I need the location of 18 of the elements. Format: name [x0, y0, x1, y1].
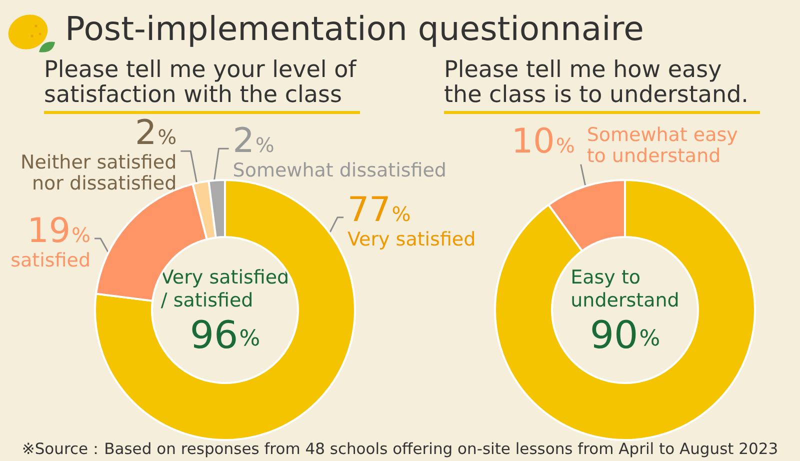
chart-subtitle: Please tell me how easy the class is to understand. [444, 57, 760, 114]
data-label: 77% [347, 190, 411, 230]
slice-label: Somewhat easy to understand [586, 124, 738, 167]
data-label: 2% [232, 121, 274, 162]
chart-title: Post-implementation questionnaire [65, 9, 644, 48]
data-label: 90% [590, 313, 660, 357]
data-label: 2% [135, 113, 177, 154]
text: 96% [190, 313, 260, 357]
slice-label: satisfied [10, 250, 91, 272]
slice-label: Very satisfied [347, 228, 476, 250]
data-label: 19% [27, 211, 91, 252]
slice-label: Somewhat dissatisfied [232, 160, 446, 182]
chart-subtitle: Please tell me your level of satisfaction with the class [44, 57, 360, 114]
slice-label: Neither satisfied nor dissatisfied [20, 152, 177, 195]
slice-label: Easy to understand [570, 266, 680, 312]
text: ※Source：Based on responses from 48 schools offering on-site lessons from April to August 2023 [20, 439, 780, 459]
text: Very satisfied / satisfied [160, 266, 290, 312]
data-label: 10% [512, 121, 575, 162]
